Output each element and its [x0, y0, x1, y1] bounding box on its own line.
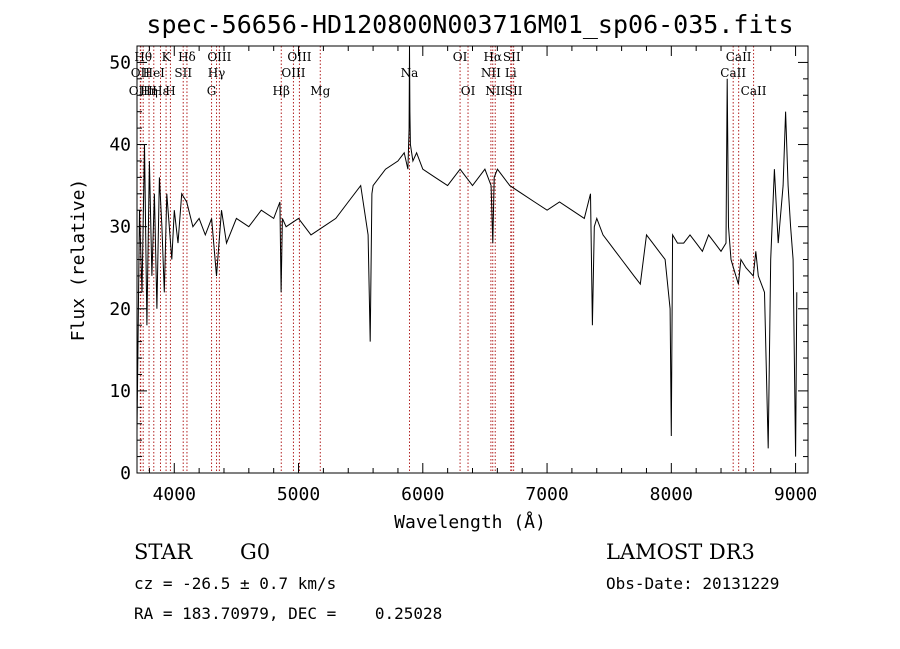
y-tick-label-3: 30 — [109, 217, 131, 238]
y-tick-label-5: 50 — [109, 52, 131, 73]
line-label-23: Li — [505, 66, 517, 80]
line-label-19: OI — [461, 84, 476, 98]
line-label-28: CaII — [741, 84, 767, 98]
x-tick-label-5: 9000 — [774, 484, 817, 505]
x-tick-label-1: 5000 — [277, 484, 320, 505]
line-label-4: HeI — [143, 66, 166, 80]
line-label-9: Hδ — [178, 50, 196, 64]
line-label-18: OI — [453, 50, 468, 64]
y-tick-label-1: 10 — [109, 381, 131, 402]
line-label-24: SII — [503, 50, 521, 64]
line-label-6: K — [162, 50, 172, 64]
x-tick-label-2: 6000 — [401, 484, 444, 505]
x-axis-label: Wavelength (Å) — [394, 511, 546, 533]
line-label-11: Hγ — [208, 66, 226, 80]
line-label-21: Hα — [483, 50, 502, 64]
x-tick-label-0: 4000 — [153, 484, 196, 505]
y-axis-ticks: 0 10 20 30 40 50 — [109, 45, 808, 484]
line-label-25: SII — [505, 84, 523, 98]
redshift-cz: cz = -26.5 ± 0.7 km/s — [134, 574, 337, 593]
line-label-20: NII — [481, 66, 501, 80]
line-label-3: Hη — [140, 84, 158, 98]
line-label-7: H — [165, 84, 175, 98]
line-label-26: CaII — [720, 66, 746, 80]
line-label-12: OIII — [207, 50, 231, 64]
line-label-16: Mg — [310, 84, 330, 98]
line-label-27: CaII — [726, 50, 752, 64]
line-label-14: OIII — [281, 66, 305, 80]
flux-series-line — [136, 45, 798, 457]
y-tick-label-0: 0 — [120, 463, 131, 484]
y-tick-label-4: 40 — [109, 135, 131, 156]
emission-line-labels: OII OIII Hθ Hη HeI Hε K H SII Hδ G Hγ OIII Hβ OIII OIII… — [129, 50, 767, 98]
y-axis-label: Flux (relative) — [68, 179, 89, 342]
emission-line-markers — [139, 46, 755, 473]
object-class: STAR — [134, 540, 193, 564]
survey-name: LAMOST DR3 — [606, 540, 755, 564]
line-label-5: Hε — [152, 84, 169, 98]
plot-frame — [136, 45, 809, 474]
observation-date: Obs-Date: 20131229 — [606, 574, 780, 593]
line-label-0: OII — [131, 66, 151, 80]
chart-title: spec-56656-HD120800N003716M01_sp06-035.f… — [146, 10, 793, 39]
coordinates: RA = 183.70979, DEC = 0.25028 — [134, 604, 443, 623]
line-label-8: SII — [174, 66, 192, 80]
line-label-15: OIII — [287, 50, 311, 64]
line-label-2: Hθ — [134, 50, 152, 64]
x-axis-ticks: 4000 5000 6000 7000 8000 9000 — [148, 46, 817, 505]
x-tick-label-3: 7000 — [525, 484, 568, 505]
line-label-13: Hβ — [273, 84, 290, 98]
object-subclass: G0 — [240, 540, 271, 564]
line-label-1: OIII — [129, 84, 153, 98]
line-label-22: NII — [485, 84, 505, 98]
line-label-10: G — [207, 84, 217, 98]
y-tick-label-2: 20 — [109, 299, 131, 320]
x-tick-label-4: 8000 — [650, 484, 693, 505]
